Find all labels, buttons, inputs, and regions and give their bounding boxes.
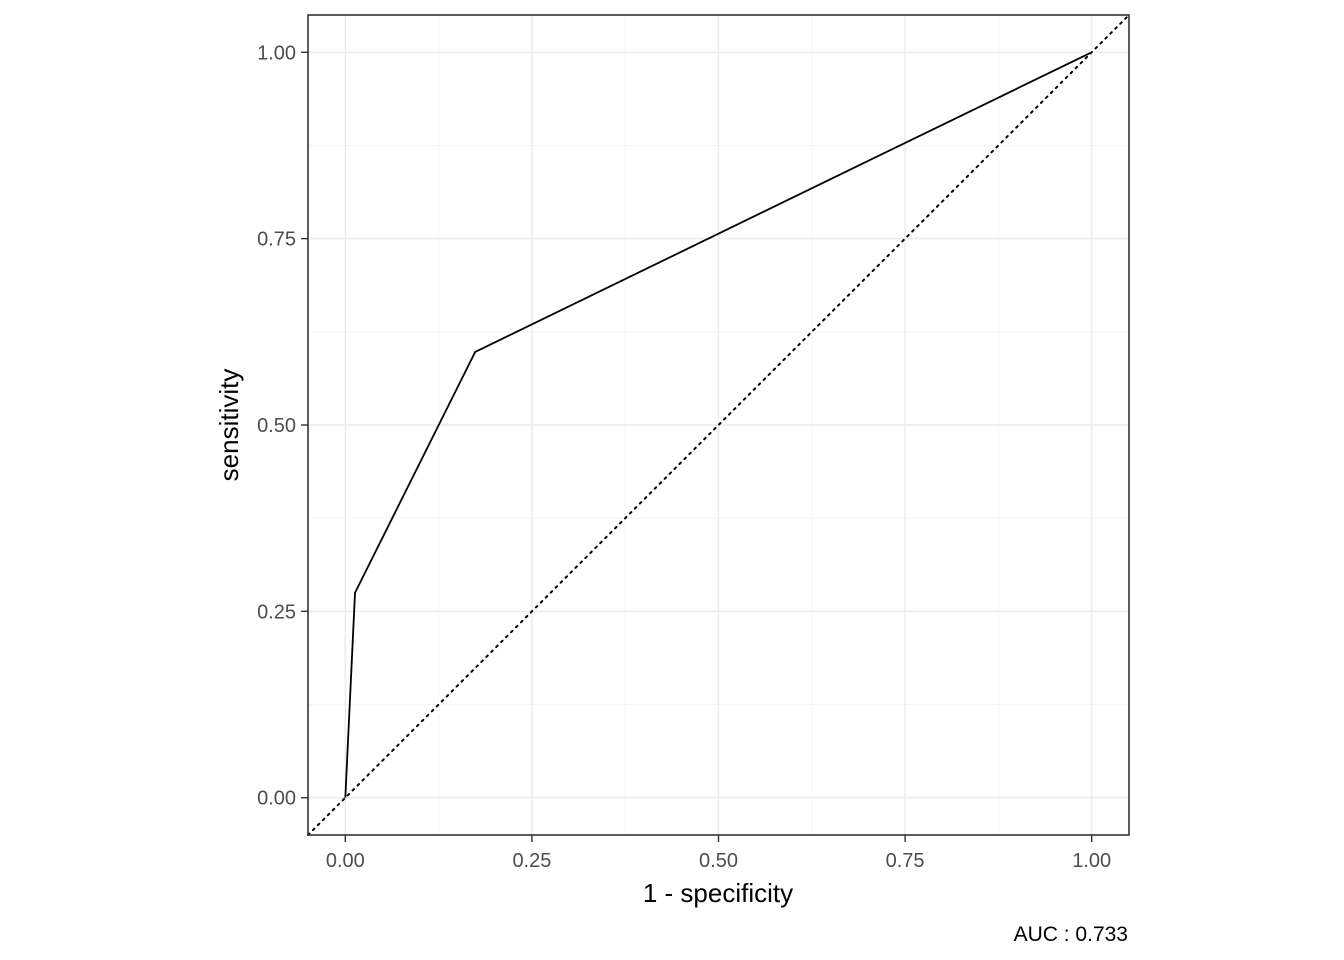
x-tick-labels: 0.00 0.25 0.50 0.75 1.00 <box>326 850 1111 872</box>
y-tick-labels: 0.00 0.25 0.50 0.75 1.00 <box>257 42 296 809</box>
auc-caption: AUC : 0.733 <box>1014 923 1128 946</box>
roc-curve-line <box>344 51 1093 798</box>
y-tick-label: 0.75 <box>257 229 296 251</box>
y-tick-label: 0.00 <box>257 788 296 810</box>
x-tick-label: 0.25 <box>512 850 551 872</box>
axis-ticks <box>301 51 1093 842</box>
reference-diagonal-line <box>307 14 1130 836</box>
major-gridlines <box>308 15 1129 835</box>
y-tick-label: 1.00 <box>257 42 296 64</box>
x-tick-label: 0.50 <box>699 850 738 872</box>
y-tick-label: 0.50 <box>257 415 296 437</box>
x-axis-title: 1 - specificity <box>643 878 793 908</box>
reference-diagonal <box>307 14 1130 836</box>
y-tick-label: 0.25 <box>257 601 296 623</box>
roc-series <box>344 51 1093 798</box>
x-tick-label: 1.00 <box>1072 850 1111 872</box>
y-axis-title: sensitivity <box>214 369 244 482</box>
x-tick-label: 0.00 <box>326 850 365 872</box>
x-tick-label: 0.75 <box>886 850 925 872</box>
